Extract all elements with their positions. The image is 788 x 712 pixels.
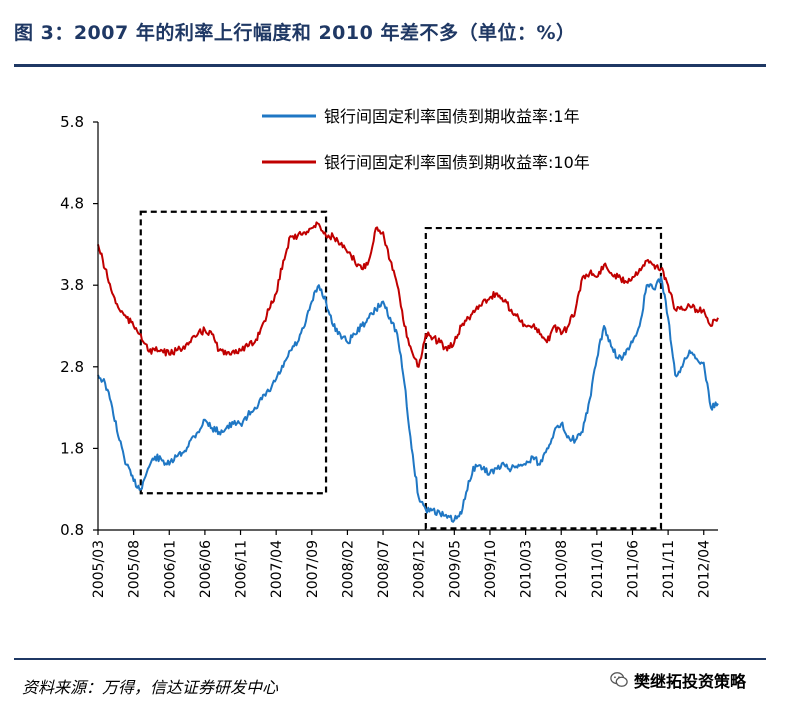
x-tick-label: 2011/01 <box>590 540 606 598</box>
x-tick-label: 2008/02 <box>340 540 356 598</box>
x-tick-label: 2010/03 <box>519 540 535 598</box>
line-chart: 5.8 4.8 3.8 2.8 1.8 0.8 2005/03 2005/08 2006/01 2… <box>60 107 719 598</box>
x-tick-label: 2012/04 <box>697 540 713 598</box>
y-tick-label: 2.8 <box>60 358 84 376</box>
brand-mark: 樊继拓投资策略 <box>610 668 746 692</box>
x-tick-label: 2009/10 <box>483 540 499 598</box>
x-tick-label: 2011/11 <box>661 540 677 598</box>
x-tick-label: 2005/08 <box>127 540 143 598</box>
y-tick-label: 0.8 <box>60 521 84 539</box>
x-tick-label: 2011/06 <box>625 540 641 598</box>
y-tick-label: 3.8 <box>60 276 84 294</box>
x-tick-label: 2010/08 <box>554 540 570 598</box>
highlight-box <box>139 210 328 495</box>
legend-label-1y: 银行间固定利率国债到期收益率:1年 <box>324 107 580 126</box>
y-tick-label: 5.8 <box>60 113 84 131</box>
source-note: 资料来源：万得，信达证券研发中心 <box>22 678 279 697</box>
x-tick-label: 2007/04 <box>269 540 285 598</box>
x-tick-label: 2006/11 <box>234 540 250 598</box>
title-divider <box>14 64 766 67</box>
y-tick-label: 1.8 <box>60 439 84 457</box>
y-tick-label: 4.8 <box>60 195 84 213</box>
series-line-1y <box>97 276 719 523</box>
x-tick-label: 2006/01 <box>162 540 178 598</box>
page-title: 图 3：2007 年的利率上行幅度和 2010 年差不多（单位：%） <box>14 22 576 44</box>
series-line-10y <box>97 221 719 368</box>
x-tick-label: 2008/07 <box>376 540 392 598</box>
x-tick-label: 2007/09 <box>305 540 321 598</box>
x-tick-label: 2009/05 <box>447 540 463 598</box>
legend-label-10y: 银行间固定利率国债到期收益率:10年 <box>324 153 590 172</box>
brand-label: 樊继拓投资策略 <box>634 672 747 691</box>
x-tick-label: 2006/06 <box>198 540 214 598</box>
x-tick-label: 2008/12 <box>412 540 428 598</box>
x-tick-label: 2005/03 <box>91 540 107 598</box>
highlight-box <box>424 226 663 530</box>
wechat-icon <box>610 672 628 687</box>
footer-divider <box>14 658 766 660</box>
